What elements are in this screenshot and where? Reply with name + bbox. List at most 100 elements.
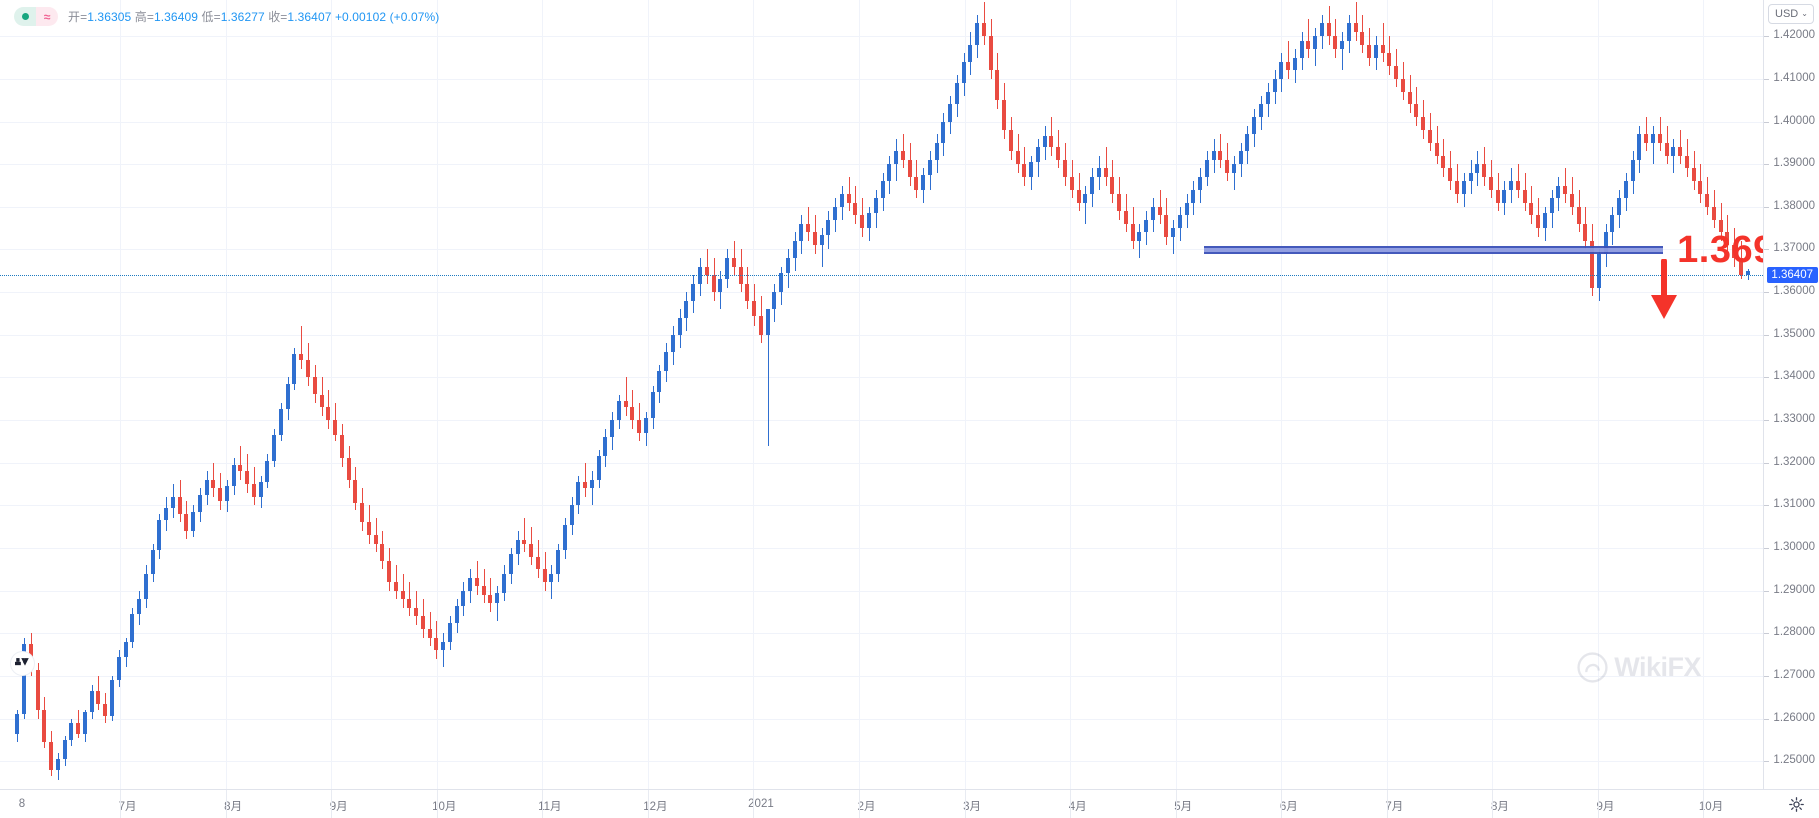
candle-body: [1016, 151, 1020, 165]
approx-symbol-icon: ≈: [36, 7, 58, 26]
candle-body: [516, 539, 520, 555]
candle-body: [1496, 189, 1500, 203]
chevron-down-icon: ⌄: [1801, 9, 1808, 18]
vertical-gridline: [331, 0, 332, 789]
candle-wick: [409, 582, 410, 617]
horizontal-gridline: [0, 505, 1763, 507]
horizontal-gridline: [0, 462, 1763, 464]
horizontal-gridline: [0, 249, 1763, 251]
support-zone-band[interactable]: [1203, 246, 1664, 254]
price-tick-dash: [1764, 462, 1769, 464]
candle-body: [1678, 147, 1682, 156]
time-axis[interactable]: 8 7月 8月 9月 10月 11月 12月 2021 2月 3月 4月 5月 6月 7月 8月 9月 10月: [0, 789, 1819, 818]
candle-wick: [903, 134, 904, 169]
candle-body: [1239, 151, 1243, 165]
candle-body: [1131, 223, 1135, 241]
candle-body: [96, 690, 100, 704]
candle-body: [1401, 78, 1405, 92]
candle-body: [745, 283, 749, 301]
time-tick-label: 7月: [1385, 801, 1404, 813]
time-axis-separator: [1070, 790, 1071, 818]
candle-body: [1475, 164, 1479, 173]
candle-body: [83, 712, 87, 734]
candle-body: [793, 240, 797, 258]
currency-selector-button[interactable]: USD ⌄: [1768, 4, 1814, 24]
candle-body: [766, 309, 770, 335]
vertical-gridline: [542, 0, 543, 789]
candle-body: [1164, 215, 1168, 237]
candle-wick: [1673, 138, 1674, 173]
candle-body: [157, 520, 161, 551]
time-tick-label: 10月: [432, 801, 457, 813]
candle-body: [1279, 61, 1283, 79]
candle-body: [488, 594, 492, 604]
price-tick-dash: [1764, 121, 1769, 123]
ohlc-token: 1.36407: [287, 10, 335, 24]
status-badge[interactable]: ≈: [14, 7, 58, 26]
candle-body: [1692, 168, 1696, 182]
price-tick-label: 1.27000: [1773, 668, 1815, 681]
candle-body: [1252, 117, 1256, 135]
candle-body: [570, 505, 574, 525]
time-tick-label: 7月: [118, 801, 137, 813]
candle-body: [1070, 176, 1074, 190]
candle-body: [1374, 44, 1378, 58]
horizontal-gridline: [0, 548, 1763, 550]
price-tick-label: 1.38000: [1773, 199, 1815, 212]
candle-body: [151, 550, 155, 574]
down-arrow-icon: [1651, 258, 1678, 319]
candle-body: [556, 550, 560, 574]
horizontal-gridline: [0, 334, 1763, 336]
candle-body: [380, 543, 384, 561]
candle-body: [117, 656, 121, 681]
price-axis[interactable]: USD ⌄ 1.36407 1.42000 1.41000 1.40000 1.390…: [1763, 0, 1819, 789]
horizontal-gridline: [0, 761, 1763, 763]
candle-wick: [768, 309, 769, 446]
candle-body: [292, 353, 296, 384]
candle-body: [171, 496, 175, 508]
candle-body: [853, 202, 857, 216]
ohlc-values: 开=1.36305 高=1.36409 低=1.36277 收=1.36407 …: [68, 8, 439, 25]
candle-body: [928, 159, 932, 175]
candle-body: [1746, 270, 1750, 275]
ohlc-token: 1.36277: [220, 10, 269, 24]
candle-body: [1685, 155, 1689, 169]
candle-body: [1245, 134, 1249, 152]
ohlc-token: 收=: [268, 10, 288, 24]
candle-body: [1293, 57, 1297, 71]
chart-plot-area[interactable]: 1.3690 WikiFX: [0, 0, 1763, 789]
time-axis-separator: [437, 790, 438, 818]
candle-body: [1022, 164, 1026, 177]
time-tick-label: 9月: [1596, 801, 1615, 813]
candle-body: [1610, 215, 1614, 233]
ohlc-token: 低=: [201, 10, 221, 24]
price-tick-label: 1.32000: [1773, 455, 1815, 468]
candle-body: [441, 641, 445, 651]
time-axis-separator: [1703, 790, 1704, 818]
candle-body: [211, 479, 215, 489]
candle-body: [245, 471, 249, 485]
candle-body: [468, 577, 472, 591]
candle-body: [475, 577, 479, 587]
candle-body: [536, 556, 540, 570]
gear-icon[interactable]: [1788, 796, 1805, 813]
candle-body: [1482, 164, 1486, 177]
candle-body: [1340, 40, 1344, 50]
vertical-gridline: [648, 0, 649, 789]
candle-body: [1360, 31, 1364, 45]
candle-body: [1651, 134, 1655, 143]
candle-body: [428, 629, 432, 638]
vertical-gridline: [437, 0, 438, 789]
price-tick-label: 1.36000: [1773, 285, 1815, 298]
vertical-gridline: [753, 0, 754, 789]
price-tick-dash: [1764, 633, 1769, 635]
candle-wick: [592, 471, 593, 506]
candle-body: [184, 513, 188, 531]
candle-body: [103, 703, 107, 717]
candle-body: [1732, 245, 1736, 258]
price-tick-label: 1.40000: [1773, 114, 1815, 127]
candle-body: [374, 535, 378, 544]
time-tick-label: 2月: [857, 801, 876, 813]
candle-body: [49, 742, 53, 770]
candle-body: [989, 36, 993, 71]
